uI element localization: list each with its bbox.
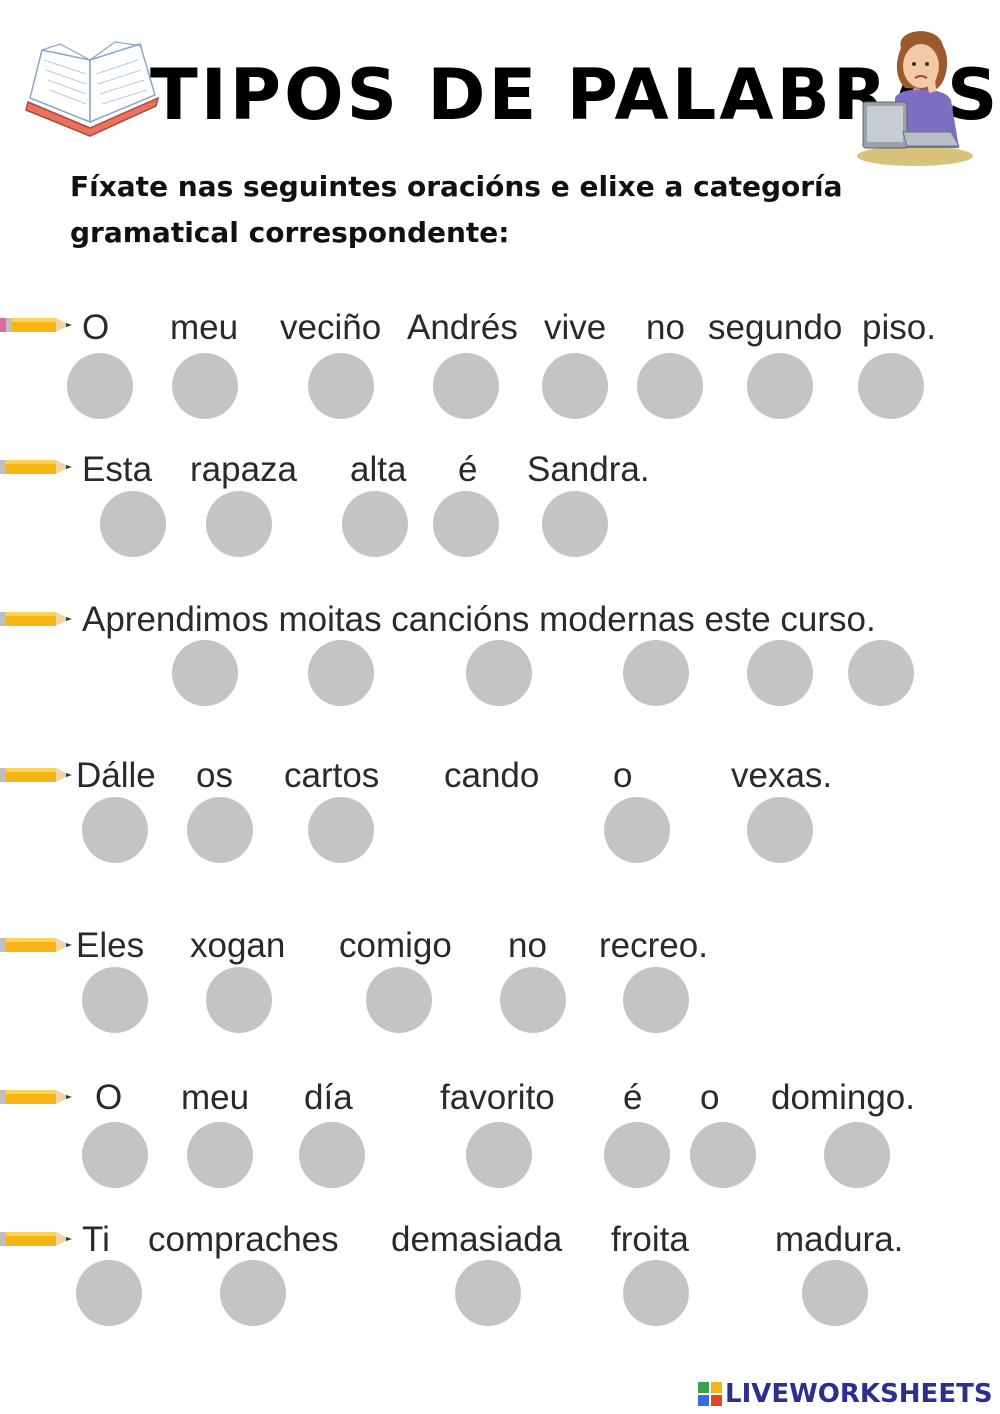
- word: é: [623, 1078, 643, 1117]
- pencil-icon: [0, 1090, 72, 1104]
- word: os: [196, 756, 233, 795]
- word: Andrés: [407, 308, 518, 347]
- word: piso.: [862, 308, 936, 347]
- word: rapaza: [190, 450, 298, 489]
- word: Sandra.: [527, 450, 650, 489]
- word: Eles: [76, 926, 145, 965]
- open-book-icon: [25, 41, 160, 137]
- answer-circle[interactable]: [206, 967, 272, 1033]
- answer-circle[interactable]: [542, 491, 608, 557]
- answer-circle[interactable]: [455, 1260, 521, 1326]
- answer-circle[interactable]: [76, 1260, 142, 1326]
- answer-circle[interactable]: [623, 640, 689, 706]
- answer-circle[interactable]: [100, 491, 166, 557]
- answer-circle[interactable]: [308, 353, 374, 419]
- answer-circle[interactable]: [82, 1122, 148, 1188]
- word: cartos: [284, 756, 380, 795]
- answer-circle[interactable]: [82, 967, 148, 1033]
- word: vexas.: [731, 756, 833, 795]
- answer-circle[interactable]: [623, 1260, 689, 1326]
- answer-circle[interactable]: [206, 491, 272, 557]
- word: xogan: [190, 926, 286, 965]
- answer-circle[interactable]: [848, 640, 914, 706]
- answer-circle[interactable]: [67, 353, 133, 419]
- sentence-7: Ti compraches demasiada froita madura.: [0, 1216, 1000, 1336]
- pencil-icon: [0, 612, 72, 626]
- answer-circle[interactable]: [747, 640, 813, 706]
- sentence-3: Aprendimos moitas cancións modernas este…: [0, 596, 1000, 716]
- pencil-icon: [0, 768, 72, 782]
- word: meu: [181, 1078, 250, 1117]
- answer-circle[interactable]: [747, 353, 813, 419]
- answer-circle[interactable]: [604, 1122, 670, 1188]
- page-title: TIPOS DE PALABRAS: [150, 54, 1000, 136]
- pencil-icon: [0, 318, 72, 332]
- word: o: [700, 1078, 720, 1117]
- instruction-text: Fíxate nas seguintes oracións e elixe a …: [70, 170, 843, 249]
- word: recreo.: [599, 926, 708, 965]
- sentence-text: Aprendimos moitas cancións modernas este…: [82, 600, 876, 639]
- pencil-icon: [0, 460, 72, 474]
- answer-circle[interactable]: [623, 967, 689, 1033]
- word: veciño: [280, 308, 382, 347]
- word: demasiada: [391, 1220, 563, 1259]
- pencil-icon: [0, 938, 72, 952]
- word: madura.: [775, 1220, 904, 1259]
- answer-circle[interactable]: [220, 1260, 286, 1326]
- answer-circle[interactable]: [299, 1122, 365, 1188]
- answer-circle[interactable]: [308, 797, 374, 863]
- pencil-icon: [0, 1232, 72, 1246]
- word: O: [82, 308, 110, 347]
- answer-circle[interactable]: [690, 1122, 756, 1188]
- answer-circle[interactable]: [366, 967, 432, 1033]
- answer-circle[interactable]: [542, 353, 608, 419]
- answer-circle[interactable]: [604, 797, 670, 863]
- answer-circle[interactable]: [342, 491, 408, 557]
- sentence-1: O meu veciño Andrés vive no segundo piso…: [0, 300, 1000, 420]
- answer-circle[interactable]: [802, 1260, 868, 1326]
- word: no: [508, 926, 547, 965]
- answer-circle[interactable]: [466, 640, 532, 706]
- word: domingo.: [771, 1078, 915, 1117]
- word: día: [304, 1078, 353, 1117]
- answer-circle[interactable]: [500, 967, 566, 1033]
- thinking-woman-laptop-icon: [857, 31, 973, 166]
- word: comigo: [339, 926, 452, 965]
- word: alta: [350, 450, 407, 489]
- word: O: [95, 1078, 123, 1117]
- answer-circle[interactable]: [858, 353, 924, 419]
- word: vive: [544, 308, 607, 347]
- sentence-5: Eles xogan comigo no recreo.: [0, 922, 1000, 1042]
- word: no: [646, 308, 685, 347]
- liveworksheets-logo-icon: [698, 1382, 722, 1406]
- word: favorito: [440, 1078, 555, 1117]
- answer-circle[interactable]: [172, 353, 238, 419]
- answer-circle[interactable]: [433, 353, 499, 419]
- sentence-4: Dálle os cartos cando o vexas.: [0, 754, 1000, 874]
- answer-circle[interactable]: [747, 797, 813, 863]
- word: cando: [444, 756, 540, 795]
- answer-circle[interactable]: [172, 640, 238, 706]
- answer-circle[interactable]: [187, 1122, 253, 1188]
- answer-circle[interactable]: [433, 491, 499, 557]
- word: meu: [170, 308, 239, 347]
- liveworksheets-logo: LIVEWORKSHEETS: [698, 1378, 998, 1410]
- word: é: [458, 450, 478, 489]
- sentence-2: Esta rapaza alta é Sandra.: [0, 446, 1000, 566]
- word: o: [613, 756, 633, 795]
- answer-circle[interactable]: [637, 353, 703, 419]
- answer-circle[interactable]: [308, 640, 374, 706]
- word: froita: [611, 1220, 689, 1259]
- answer-circle[interactable]: [82, 797, 148, 863]
- word: Dálle: [76, 756, 156, 795]
- word: Ti: [82, 1220, 110, 1259]
- answer-circle[interactable]: [187, 797, 253, 863]
- answer-circle[interactable]: [466, 1122, 532, 1188]
- word: Esta: [82, 450, 153, 489]
- answer-circle[interactable]: [824, 1122, 890, 1188]
- word: compraches: [148, 1220, 339, 1259]
- liveworksheets-brand: LIVEWORKSHEETS: [725, 1379, 993, 1409]
- word: segundo: [708, 308, 843, 347]
- sentence-6: O meu día favorito é o domingo.: [0, 1074, 1000, 1194]
